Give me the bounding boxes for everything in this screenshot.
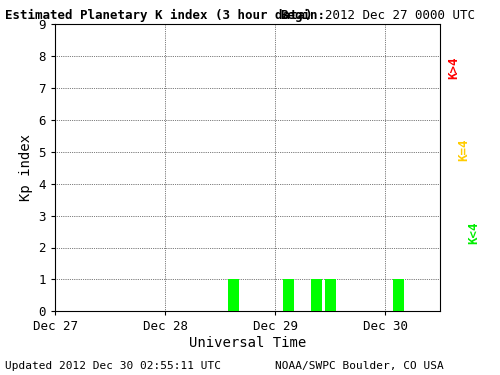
Text: K<4: K<4 bbox=[468, 221, 480, 244]
Bar bbox=[311, 279, 322, 311]
Text: Estimated Planetary K index (3 hour data): Estimated Planetary K index (3 hour data… bbox=[5, 9, 312, 22]
Y-axis label: Kp index: Kp index bbox=[19, 134, 33, 201]
Text: K=4: K=4 bbox=[458, 139, 470, 161]
Bar bbox=[228, 279, 239, 311]
Bar bbox=[284, 279, 294, 311]
Bar bbox=[324, 279, 336, 311]
Bar bbox=[394, 279, 404, 311]
Text: K>4: K>4 bbox=[448, 56, 460, 79]
Text: 2012 Dec 27 0000 UTC: 2012 Dec 27 0000 UTC bbox=[325, 9, 475, 22]
Text: NOAA/SWPC Boulder, CO USA: NOAA/SWPC Boulder, CO USA bbox=[275, 361, 444, 371]
X-axis label: Universal Time: Universal Time bbox=[189, 336, 306, 350]
Text: Updated 2012 Dec 30 02:55:11 UTC: Updated 2012 Dec 30 02:55:11 UTC bbox=[5, 361, 221, 371]
Text: Begin:: Begin: bbox=[280, 9, 325, 22]
